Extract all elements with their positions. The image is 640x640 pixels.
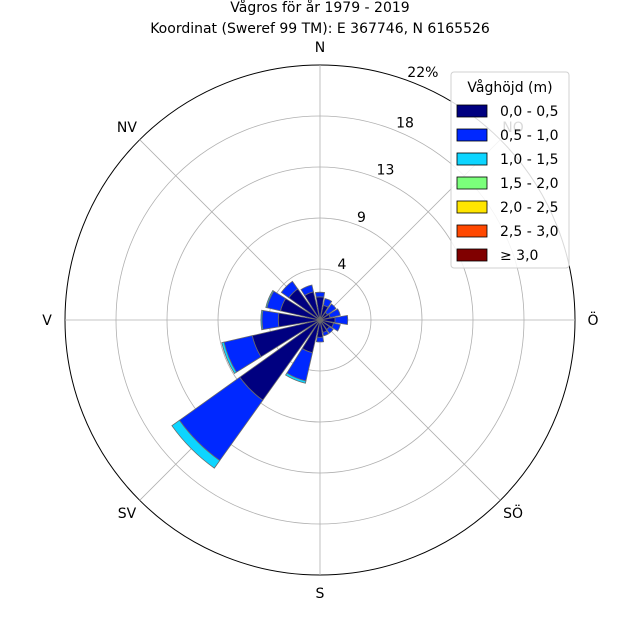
radial-tick-labels: 4 9 13 18 22%	[338, 65, 439, 273]
rose-bar-segment	[326, 326, 334, 334]
rose-bar-segment	[315, 336, 325, 343]
chart-title: Vågros för år 1979 - 2019	[230, 0, 409, 16]
grid-spoke	[319, 319, 501, 501]
legend-label: 0,0 - 0,5	[500, 104, 558, 120]
radial-tick-label: 9	[357, 210, 366, 226]
legend-label: 2,5 - 3,0	[500, 224, 558, 240]
direction-label: N	[315, 40, 325, 56]
rose-bar-segment	[285, 372, 307, 384]
rose-bar-segment	[300, 284, 314, 296]
rose-bar-segment	[331, 322, 341, 332]
rose-bar-segment	[280, 280, 299, 299]
legend-label: ≥ 3,0	[500, 248, 538, 264]
rose-bar-segment	[261, 309, 280, 331]
legend-swatch	[456, 152, 488, 166]
legend-label: 1,0 - 1,5	[500, 152, 558, 168]
rose-bar-segment	[221, 341, 237, 374]
rose-bar-segment	[171, 419, 221, 469]
rose-bar-segment	[322, 330, 330, 337]
legend-swatch	[456, 248, 488, 262]
rose-bar-segment	[265, 289, 275, 309]
legend: Våghöjd (m) 0,0 - 0,5 0,5 - 1,0 1,0 - 1,5 1…	[450, 71, 570, 269]
legend-label: 2,0 - 2,5	[500, 200, 558, 216]
direction-label: V	[42, 313, 52, 329]
legend-frame	[450, 71, 570, 269]
legend-title: Våghöjd (m)	[467, 79, 552, 96]
rose-bar-segment	[324, 303, 337, 316]
radial-tick-label: 18	[396, 116, 414, 132]
rose-bar-segment	[314, 291, 326, 298]
direction-label: Ö	[587, 311, 598, 329]
radial-tick-label: 4	[338, 257, 347, 273]
legend-swatch	[456, 104, 488, 118]
rose-bar-segment	[328, 308, 341, 319]
direction-label: S	[316, 586, 325, 602]
radial-tick-label: 13	[377, 163, 395, 179]
legend-swatch	[456, 176, 488, 190]
chart-subtitle: Koordinat (Sweref 99 TM): E 367746, N 61…	[150, 21, 490, 37]
legend-swatch	[456, 224, 488, 238]
legend-swatch	[456, 200, 488, 214]
rose-bar-segment	[322, 298, 333, 308]
direction-label: SV	[118, 506, 137, 522]
direction-label: SÖ	[503, 504, 523, 522]
rose-bar-segment	[334, 314, 349, 326]
direction-label: NV	[117, 120, 137, 136]
rose-bar-segment	[260, 309, 264, 331]
legend-label: 0,5 - 1,0	[500, 128, 558, 144]
legend-label: 1,5 - 2,0	[500, 176, 558, 192]
legend-swatch	[456, 128, 488, 142]
radial-tick-label: 22%	[407, 65, 438, 81]
rose-bars	[171, 280, 349, 469]
